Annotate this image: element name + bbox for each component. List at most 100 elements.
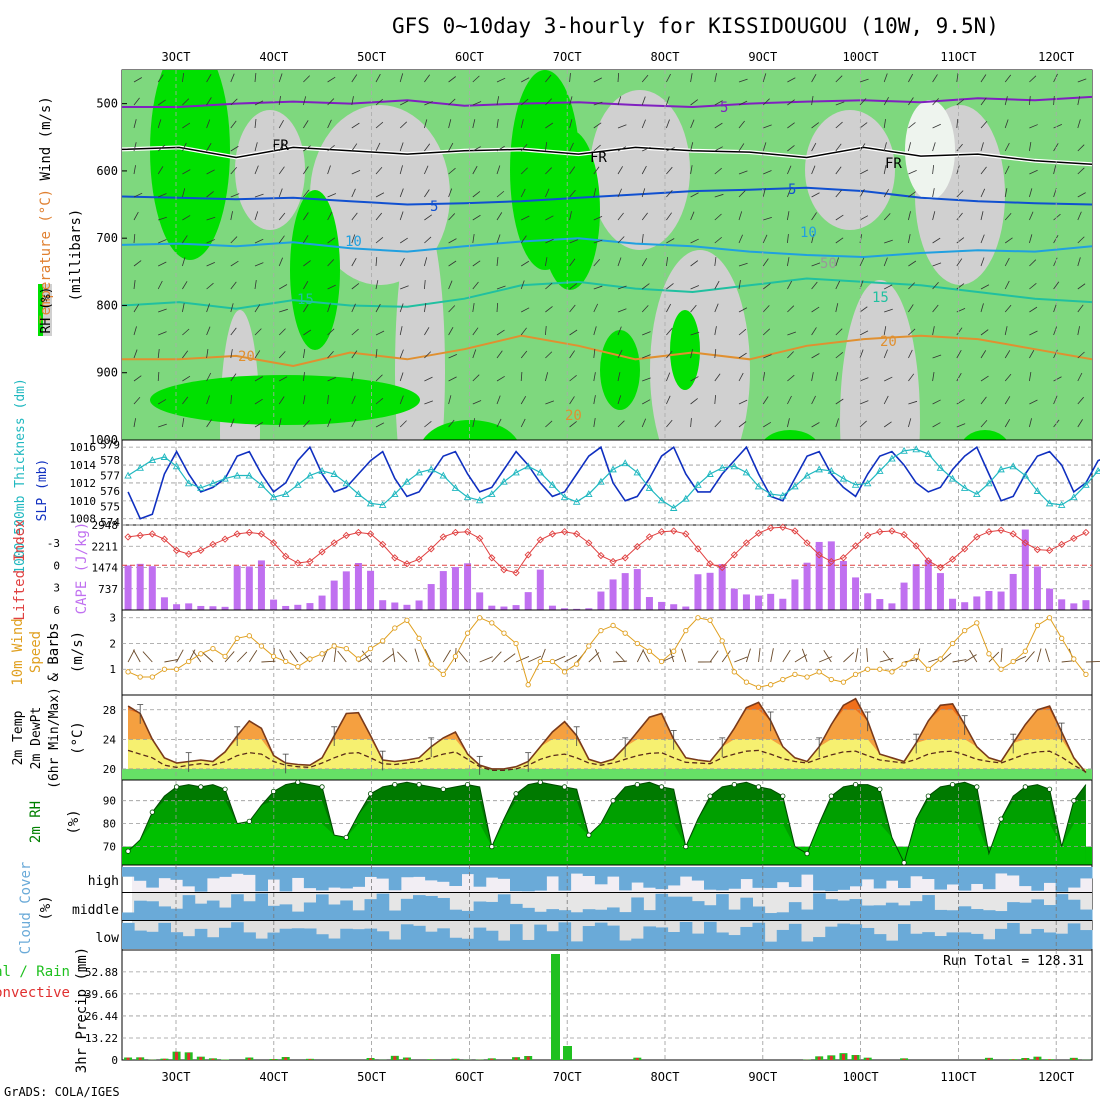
thickness-marker <box>585 490 593 498</box>
wind-barb <box>980 211 984 221</box>
wind-barb <box>617 349 623 359</box>
wind-barb <box>157 349 160 359</box>
precip-tick-label: 26.44 <box>85 1010 118 1023</box>
wind-barb <box>545 167 552 175</box>
cloud-cover-bar <box>376 867 390 879</box>
wind-barb <box>1004 280 1010 290</box>
wind-barb <box>1004 237 1013 244</box>
cloud-cover-bar <box>752 922 766 949</box>
wind-barb <box>1004 74 1012 83</box>
cloud-cover-bar <box>303 902 317 920</box>
rh-marker <box>949 781 956 788</box>
wind-barb <box>333 648 337 663</box>
wind-barb <box>738 100 748 106</box>
cape-bar <box>682 606 690 610</box>
rh-marker <box>683 844 689 850</box>
precip-ylabel-part: 3hr Precip (mm) <box>74 947 90 1073</box>
cape-bar <box>124 565 132 610</box>
wind-barb <box>182 188 186 198</box>
wind-speed-marker <box>622 630 628 636</box>
wind-barb <box>908 282 916 290</box>
wind-barb <box>278 96 281 106</box>
wind-barb <box>133 418 136 428</box>
wind-barb <box>681 648 687 663</box>
cloud-cover-bar <box>922 895 935 920</box>
cloud-cover-bar <box>267 905 281 920</box>
wind-speed-marker <box>719 638 725 644</box>
wind-barb <box>182 98 190 106</box>
wind-barb <box>133 233 136 244</box>
cape-bar <box>500 606 508 610</box>
wind-barb <box>424 303 427 313</box>
cloud-cover-bar <box>146 931 159 949</box>
thickness-marker <box>694 480 702 488</box>
wind-barb <box>133 396 141 405</box>
cloud-cover-bar <box>461 910 475 920</box>
cloud-cover-bar <box>861 927 875 949</box>
thickness-marker <box>342 479 351 487</box>
wind-barb <box>520 260 530 267</box>
wind-speed-marker <box>561 669 568 675</box>
wind-barb <box>182 396 189 405</box>
wind-barb <box>375 256 378 267</box>
wind-barb <box>1077 304 1084 313</box>
lifted-index-marker <box>609 557 617 566</box>
wind-barb <box>133 280 136 290</box>
lifted-index-marker <box>294 559 302 567</box>
precip-tick-label: 13.22 <box>85 1032 118 1045</box>
wind-barb <box>980 329 989 336</box>
cape-bar <box>633 569 641 610</box>
wind-barb <box>666 395 671 405</box>
wind-barb <box>230 418 235 428</box>
cloud-cover-bar <box>413 867 426 877</box>
rh-dry-region <box>805 110 895 230</box>
wind-speed-word: Speed <box>28 631 44 673</box>
wind-barb <box>206 419 212 428</box>
wind-barb <box>932 98 939 106</box>
wind-barb <box>520 418 526 428</box>
cape-bar <box>221 606 229 610</box>
wind-barb <box>1044 648 1050 663</box>
rh2m-units-label-part: (%) <box>66 809 82 834</box>
lifted-index-marker <box>767 524 775 532</box>
cape-bar <box>597 591 605 610</box>
wind-speed-marker <box>525 682 531 688</box>
precip-convective-bar <box>247 1058 251 1060</box>
wind-barb <box>1029 399 1038 405</box>
rh-moist-region <box>150 375 420 425</box>
rh-marker <box>658 784 665 790</box>
cloud-cover-bar <box>643 926 656 949</box>
wind-barb <box>714 394 716 405</box>
cloud-cover-bar <box>934 867 947 890</box>
wind-barb <box>230 260 239 267</box>
wind-barb <box>351 188 356 198</box>
wind-barb <box>472 349 477 359</box>
wind-barb <box>1077 326 1080 336</box>
wind-barb <box>278 351 286 359</box>
wind-barb <box>520 327 527 336</box>
wind-barb <box>496 395 501 405</box>
wind-barb <box>254 398 263 405</box>
cloud-cover-bar <box>328 904 341 920</box>
wind-barb <box>230 166 238 175</box>
wind-barb <box>206 326 211 336</box>
wind-barb <box>569 396 575 405</box>
wind-barb <box>527 655 542 663</box>
contour-label: 5 <box>788 182 796 198</box>
lifted-index-marker <box>451 528 460 537</box>
wind-barb <box>157 74 164 83</box>
wind-barb <box>569 350 575 359</box>
wind-speed-marker <box>610 622 616 629</box>
cloud-cover-bar <box>170 867 184 880</box>
wind-barb <box>1004 350 1011 359</box>
x-tick-label-bottom: 11OCT <box>940 1070 976 1084</box>
wind-barb <box>787 374 795 382</box>
wind-barb <box>569 211 572 221</box>
wind-barb <box>738 352 747 359</box>
cape-tick-label: 737 <box>98 583 118 596</box>
wind-barb <box>714 100 723 106</box>
wind-barb <box>375 422 385 428</box>
rh-marker <box>513 791 519 797</box>
wind-barb <box>908 211 911 221</box>
wind-barb <box>811 372 814 382</box>
